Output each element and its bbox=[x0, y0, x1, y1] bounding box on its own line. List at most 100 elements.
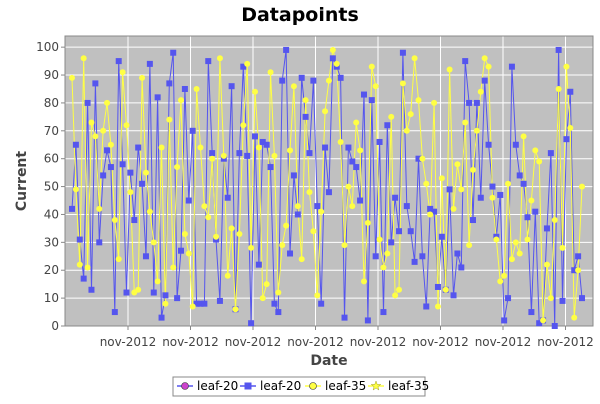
y-tick-label: 30 bbox=[44, 235, 59, 249]
data-point bbox=[532, 208, 539, 215]
x-tick-label: nov-2012 bbox=[100, 335, 157, 349]
data-point bbox=[434, 283, 441, 290]
data-point bbox=[345, 183, 352, 190]
data-point bbox=[575, 267, 582, 274]
data-point bbox=[150, 239, 157, 246]
x-tick-label: nov-2012 bbox=[162, 335, 219, 349]
data-point bbox=[497, 278, 504, 285]
data-point bbox=[520, 180, 527, 187]
data-point bbox=[131, 217, 138, 224]
data-point bbox=[516, 250, 523, 257]
data-point bbox=[341, 314, 348, 321]
data-point bbox=[579, 295, 585, 302]
data-point bbox=[481, 77, 488, 84]
x-tick-label: nov-2012 bbox=[475, 335, 532, 349]
data-point bbox=[322, 144, 329, 151]
y-tick-label: 10 bbox=[44, 291, 59, 305]
data-point bbox=[181, 85, 188, 92]
y-axis-label: Current bbox=[14, 151, 30, 212]
data-point bbox=[142, 169, 149, 176]
data-point bbox=[388, 239, 395, 246]
data-point bbox=[477, 88, 484, 95]
data-point bbox=[489, 194, 496, 201]
data-point bbox=[431, 208, 438, 215]
data-point bbox=[446, 186, 453, 193]
data-point bbox=[111, 309, 118, 316]
data-point bbox=[427, 205, 434, 212]
legend-box bbox=[172, 376, 426, 397]
data-point bbox=[337, 74, 344, 81]
data-point bbox=[396, 228, 403, 235]
data-point bbox=[528, 197, 535, 204]
data-point bbox=[115, 58, 122, 65]
data-point bbox=[380, 309, 387, 316]
data-point bbox=[349, 203, 356, 210]
data-point bbox=[547, 295, 554, 302]
data-point bbox=[427, 211, 434, 218]
data-point bbox=[279, 77, 286, 84]
data-point bbox=[267, 69, 274, 76]
data-point bbox=[403, 127, 410, 134]
data-point bbox=[158, 144, 165, 151]
data-point bbox=[302, 113, 309, 120]
data-point bbox=[287, 250, 294, 257]
data-point bbox=[170, 49, 177, 56]
data-point bbox=[462, 58, 469, 65]
data-point bbox=[115, 256, 122, 263]
data-point bbox=[489, 183, 496, 190]
data-point bbox=[205, 214, 212, 221]
data-point bbox=[92, 80, 99, 87]
data-point bbox=[458, 186, 465, 193]
data-point bbox=[508, 63, 515, 70]
data-point bbox=[201, 203, 208, 210]
series-line-1 bbox=[71, 49, 583, 327]
data-point bbox=[419, 253, 426, 260]
legend-marker-circle bbox=[181, 382, 189, 390]
data-point bbox=[458, 264, 465, 271]
data-point bbox=[193, 85, 200, 92]
data-point bbox=[111, 217, 118, 224]
data-point bbox=[310, 228, 317, 235]
data-point bbox=[100, 127, 107, 134]
data-point bbox=[228, 83, 235, 90]
data-point bbox=[146, 60, 153, 67]
data-point bbox=[333, 60, 340, 67]
data-point bbox=[364, 317, 371, 324]
y-tick-label: 90 bbox=[44, 68, 59, 82]
data-point bbox=[579, 183, 585, 190]
data-point bbox=[415, 155, 422, 162]
data-point bbox=[493, 236, 500, 243]
data-point bbox=[466, 242, 473, 249]
series-markers bbox=[69, 46, 585, 329]
data-point bbox=[174, 295, 181, 302]
data-point bbox=[442, 286, 449, 293]
data-point bbox=[543, 225, 550, 232]
data-point bbox=[357, 147, 364, 154]
y-tick-label: 0 bbox=[51, 319, 59, 333]
data-point bbox=[139, 74, 146, 81]
data-point bbox=[497, 191, 504, 198]
data-point bbox=[469, 166, 476, 173]
data-point bbox=[481, 55, 488, 62]
data-point bbox=[520, 133, 527, 140]
data-point bbox=[209, 150, 216, 157]
data-point bbox=[150, 289, 157, 296]
legend: leaf-20 leaf-20 leaf-35 leaf-35 bbox=[172, 376, 429, 397]
data-point bbox=[516, 172, 523, 179]
data-point bbox=[251, 88, 258, 95]
y-tick-label: 70 bbox=[44, 124, 59, 138]
data-point bbox=[244, 152, 251, 159]
data-point bbox=[368, 97, 375, 104]
data-point bbox=[555, 85, 562, 92]
data-point bbox=[294, 203, 301, 210]
data-point bbox=[193, 300, 200, 307]
y-tick-label: 80 bbox=[44, 96, 59, 110]
data-point bbox=[411, 258, 418, 265]
data-point bbox=[107, 141, 114, 148]
data-point bbox=[473, 127, 480, 134]
data-point bbox=[551, 217, 558, 224]
data-point bbox=[213, 233, 220, 240]
x-tick-label: nov-2012 bbox=[412, 335, 469, 349]
data-point bbox=[322, 108, 329, 115]
